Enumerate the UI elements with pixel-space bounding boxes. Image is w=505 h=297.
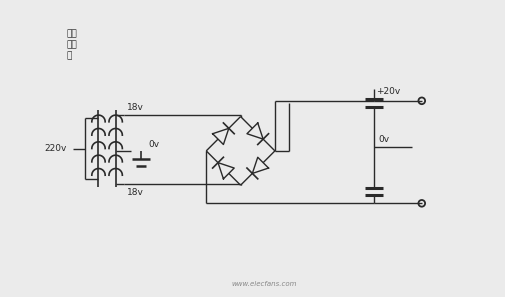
Text: 0v: 0v [379,135,390,143]
Text: 220v: 220v [44,144,67,153]
Text: 18v: 18v [127,188,143,197]
Text: 双电
源输
出: 双电 源输 出 [67,29,77,61]
Text: www.elecfans.com: www.elecfans.com [232,281,297,287]
Text: 18v: 18v [127,103,143,112]
Text: 0v: 0v [148,140,159,149]
Text: +20v: +20v [376,87,400,96]
